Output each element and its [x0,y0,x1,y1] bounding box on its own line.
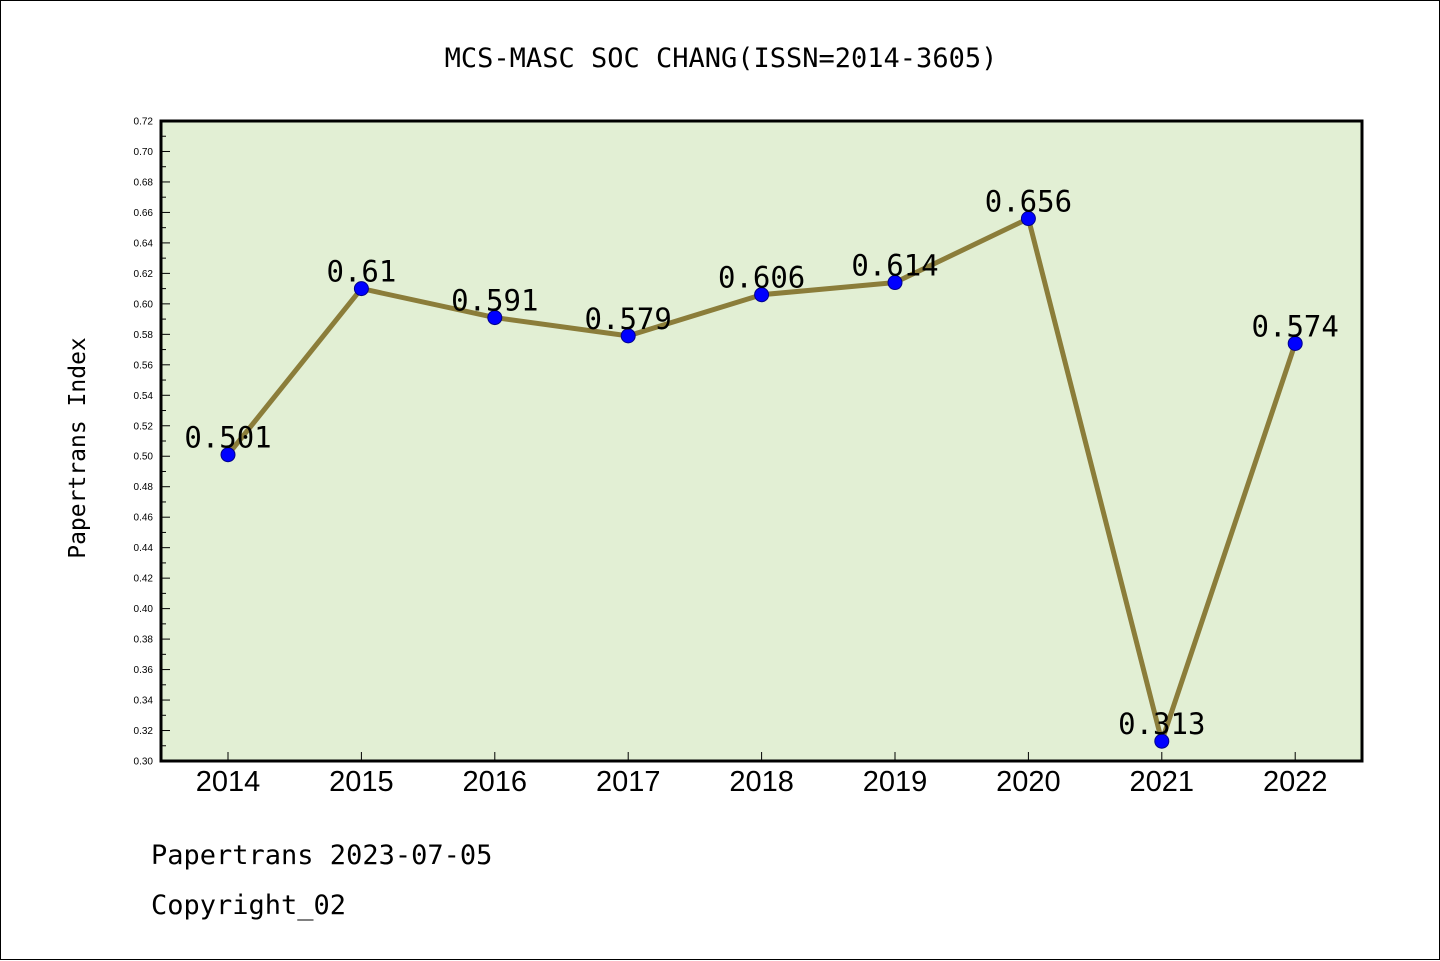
y-tick-label: 0.58 [134,330,154,341]
data-point [353,281,369,297]
y-axis-ticks: 0.30 0.32 0.34 0.36 0.38 0.40 0.42 0.44 0.46 0.48… [134,117,170,768]
y-axis-label: Papertrans Index [65,337,91,559]
data-label: 0.614 [851,249,938,283]
data-label: 0.606 [718,261,805,295]
x-tick-label: 2018 [729,766,794,798]
y-tick-label: 0.48 [134,482,154,493]
plot-area [161,121,1362,761]
data-label: 0.579 [585,302,672,336]
y-tick-label: 0.40 [134,604,154,615]
data-point [754,287,770,303]
x-tick-label: 2015 [329,766,394,798]
y-tick-label: 0.54 [134,391,154,402]
data-labels: 0.501 0.61 0.591 0.579 0.606 0.614 0.656 0.313 0… [184,185,1339,742]
y-tick-label: 0.72 [134,117,154,128]
y-tick-label: 0.52 [134,421,154,432]
y-tick-label: 0.60 [134,299,154,310]
x-tick-label: 2020 [996,766,1061,798]
x-tick-label: 2019 [863,766,928,798]
plot-border [159,119,1364,763]
data-label: 0.591 [451,284,538,318]
data-point [220,447,236,463]
chart-title: MCS-MASC SOC CHANG(ISSN=2014-3605) [445,43,998,74]
y-tick-label: 0.68 [134,177,154,188]
y-tick-label: 0.62 [134,269,154,280]
x-tick-label: 2022 [1263,766,1328,798]
data-point [1287,335,1303,351]
footer-date: Papertrans 2023-07-05 [151,840,492,871]
x-tick-label: 2021 [1130,766,1195,798]
data-point [887,275,903,291]
data-point [620,328,636,344]
y-tick-label: 0.64 [134,238,154,249]
data-label: 0.61 [326,255,396,289]
data-point [1154,733,1170,749]
y-tick-label: 0.56 [134,360,154,371]
x-tick-label: 2017 [596,766,661,798]
data-label: 0.501 [184,421,271,455]
y-tick-label: 0.44 [134,543,154,554]
series-markers [220,211,1303,749]
data-label: 0.656 [985,185,1072,219]
y-tick-label: 0.34 [134,696,154,707]
y-tick-label: 0.38 [134,635,154,646]
y-tick-label: 0.66 [134,208,154,219]
y-tick-label: 0.32 [134,726,154,737]
data-label: 0.313 [1118,707,1205,741]
y-tick-label: 0.46 [134,513,154,524]
y-tick-label: 0.42 [134,574,154,585]
data-point [1020,211,1036,227]
x-tick-label: 2016 [463,766,528,798]
y-tick-label: 0.70 [134,147,154,158]
x-axis-ticks: 2014 2015 2016 2017 2018 2019 2020 2021 2022 [196,752,1328,798]
y-tick-label: 0.50 [134,452,154,463]
x-tick-label: 2014 [196,766,261,798]
data-label: 0.574 [1252,309,1339,343]
y-tick-label: 0.30 [134,757,154,768]
footer-copyright: Copyright_02 [151,890,346,921]
data-point [487,310,503,326]
y-tick-label: 0.36 [134,665,154,676]
